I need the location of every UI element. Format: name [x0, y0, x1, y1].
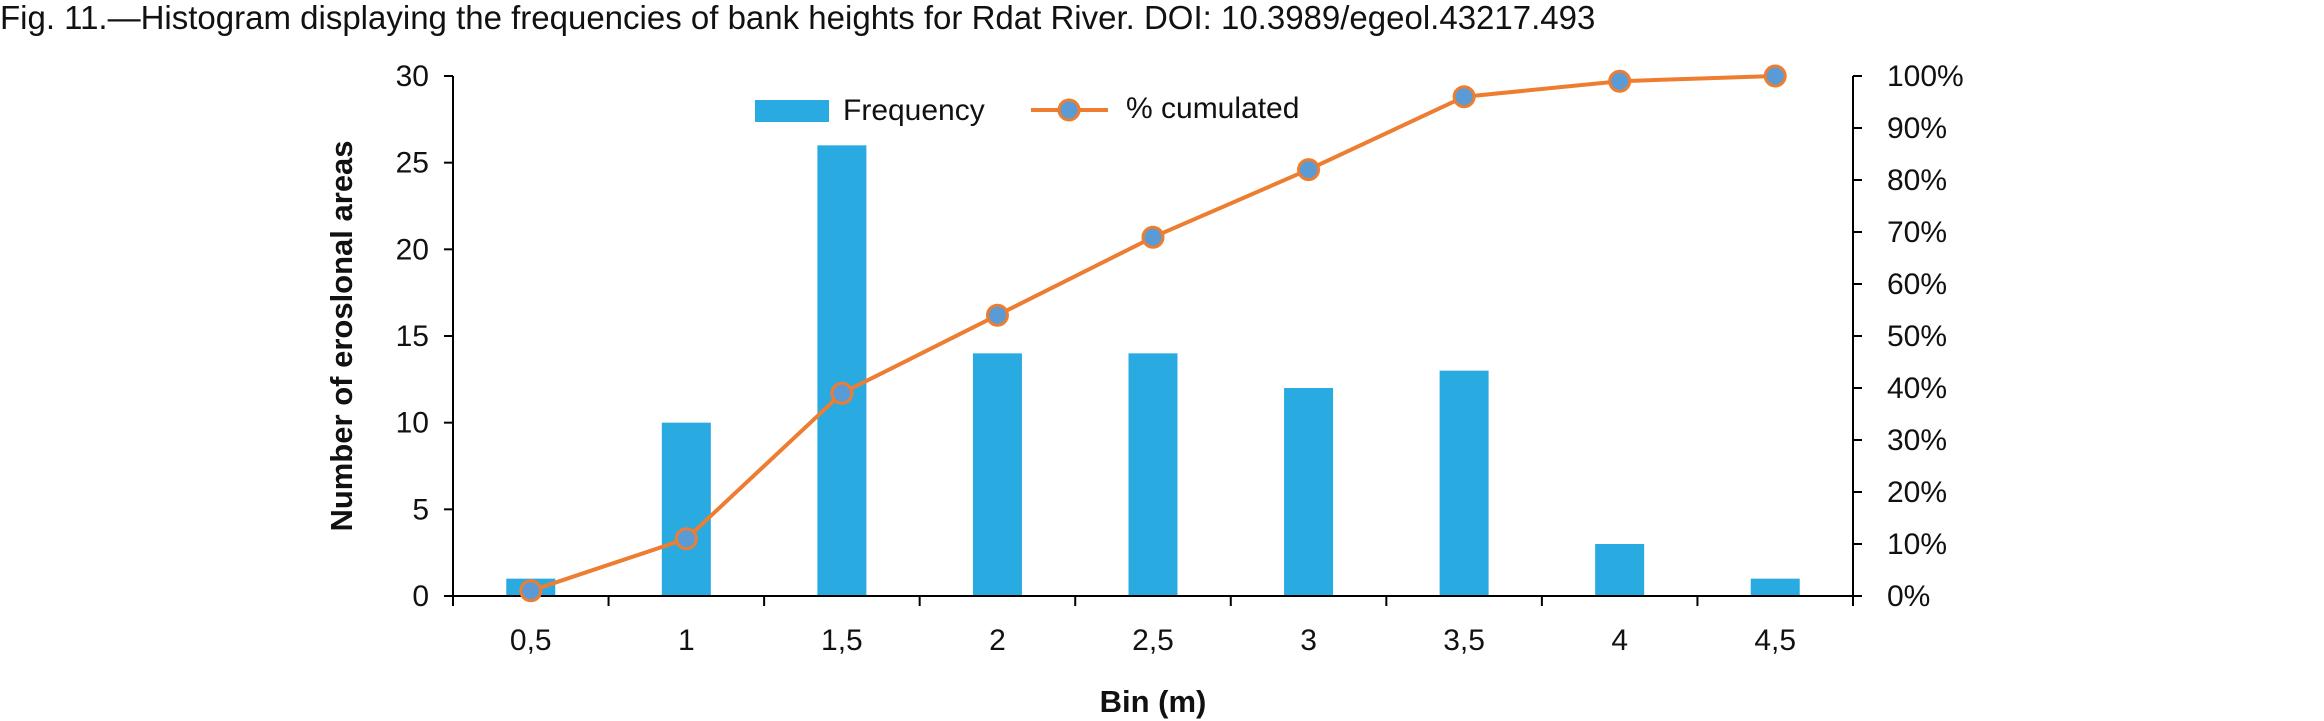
bar-6	[1284, 388, 1334, 596]
figure-caption: Fig. 11.—Histogram displaying the freque…	[0, 0, 1596, 36]
x-tick-label: 4	[1611, 624, 1628, 657]
x-axis-title: Bin (m)	[1100, 684, 1207, 719]
x-tick-label: 4,5	[1754, 624, 1796, 657]
y-tick-label: 20	[396, 233, 429, 266]
cumulative-marker-4	[985, 303, 1009, 327]
y-tick-label: 15	[396, 320, 429, 353]
y-tick-label: 10	[396, 407, 429, 440]
y2-tick-label: 30%	[1887, 424, 1947, 457]
x-tick-label: 3,5	[1443, 624, 1485, 657]
y2-tick-label: 10%	[1887, 528, 1947, 561]
y2-tick-label: 100%	[1887, 60, 1964, 93]
legend-frequency-label: Frequency	[843, 94, 985, 127]
cumulative-marker-2	[674, 527, 698, 551]
bar-7	[1439, 370, 1489, 596]
cumulative-marker-8	[1608, 69, 1632, 93]
cumulative-marker-7	[1452, 85, 1476, 109]
x-tick-label: 1	[678, 624, 695, 657]
legend-frequency-swatch	[755, 100, 829, 122]
cumulative-line-group	[519, 64, 1787, 603]
cumulative-marker-5	[1141, 225, 1165, 249]
bar-3	[817, 145, 867, 597]
bar-5	[1128, 353, 1178, 596]
y2-tick-label: 50%	[1887, 320, 1947, 353]
legend-cumulated-label: % cumulated	[1126, 92, 1299, 125]
cumulative-marker-3	[830, 381, 854, 405]
bars-group	[506, 145, 1800, 597]
y2-tick-label: 90%	[1887, 112, 1947, 145]
y-tick-label: 25	[396, 147, 429, 180]
y2-tick-label: 0%	[1887, 580, 1930, 613]
x-tick-label: 2,5	[1132, 624, 1174, 657]
y2-tick-label: 20%	[1887, 476, 1947, 509]
x-tick-label: 0,5	[510, 624, 552, 657]
y2-tick-label: 70%	[1887, 216, 1947, 249]
x-tick-label: 1,5	[821, 624, 863, 657]
y2-tick-label: 60%	[1887, 268, 1947, 301]
y-axis-title: Number of eroslonal areas	[324, 140, 359, 531]
y2-tick-label: 40%	[1887, 372, 1947, 405]
y-tick-label: 0	[412, 580, 429, 613]
y2-tick-label: 80%	[1887, 164, 1947, 197]
x-tick-label: 2	[989, 624, 1006, 657]
cumulative-marker-9	[1763, 64, 1787, 88]
axes-group	[444, 75, 1862, 606]
bar-4	[972, 353, 1022, 596]
cumulative-marker-6	[1297, 158, 1321, 182]
legend-cumulated-marker	[1057, 98, 1081, 122]
cumulative-marker-1	[519, 579, 543, 603]
x-tick-label: 3	[1300, 624, 1317, 657]
y-tick-label: 5	[412, 493, 429, 526]
bar-2	[661, 422, 711, 596]
labels-group: 0 5 10 15 20 25 30 0% 10% 20% 30% 40% 50% 60% 70% 80% 90…	[324, 60, 1964, 719]
legend: Frequency % cumulated	[755, 92, 1299, 127]
bar-8	[1595, 544, 1645, 596]
y-tick-label: 30	[396, 60, 429, 93]
bar-9	[1750, 578, 1800, 596]
